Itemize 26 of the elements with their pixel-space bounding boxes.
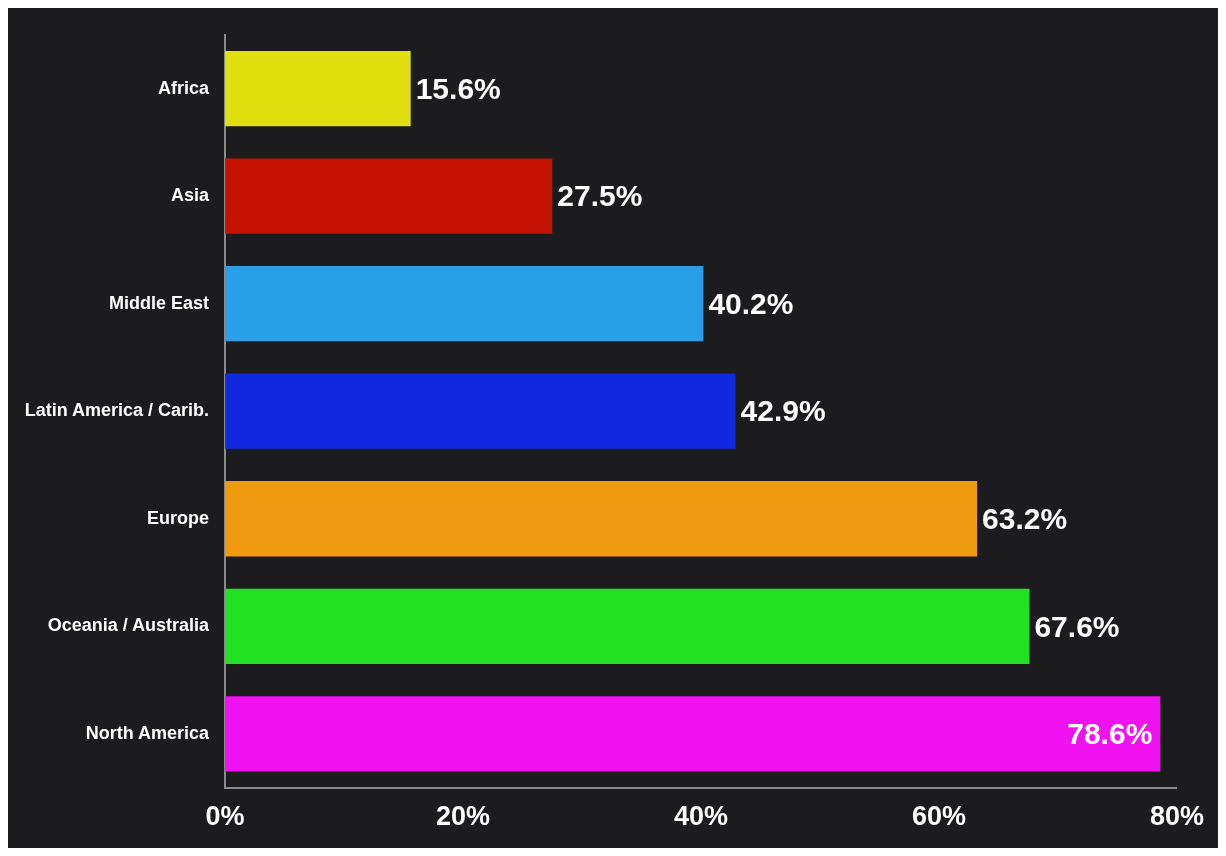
data-label: 40.2% <box>708 286 794 320</box>
y-tick-label: Latin America / Carib. <box>24 400 210 421</box>
x-tick-label: 80% <box>1149 801 1204 832</box>
data-label: 15.6% <box>415 71 501 105</box>
bar <box>225 588 1030 664</box>
y-tick-label: Asia <box>171 185 211 206</box>
bar <box>225 266 704 342</box>
data-label: 78.6% <box>1067 717 1153 751</box>
x-tick-label: 60% <box>911 801 967 832</box>
x-tick-label: 20% <box>436 801 491 832</box>
y-tick-label: North America <box>85 722 211 743</box>
bar <box>225 158 553 234</box>
y-tick-label: Middle East <box>109 292 210 313</box>
x-tick-label: 40% <box>673 801 729 832</box>
data-label: 27.5% <box>557 179 643 213</box>
data-label: 67.6% <box>1034 609 1120 643</box>
y-tick-label: Oceania / Australia <box>47 615 211 636</box>
bar <box>225 50 411 127</box>
y-tick-label: Africa <box>158 77 211 98</box>
bar <box>225 373 736 449</box>
bar <box>225 696 1161 772</box>
data-label: 63.2% <box>982 502 1068 536</box>
data-label: 42.9% <box>740 394 826 428</box>
y-tick-label: Europe <box>147 507 210 528</box>
x-tick-label: 0% <box>205 801 245 832</box>
bar <box>225 481 978 557</box>
